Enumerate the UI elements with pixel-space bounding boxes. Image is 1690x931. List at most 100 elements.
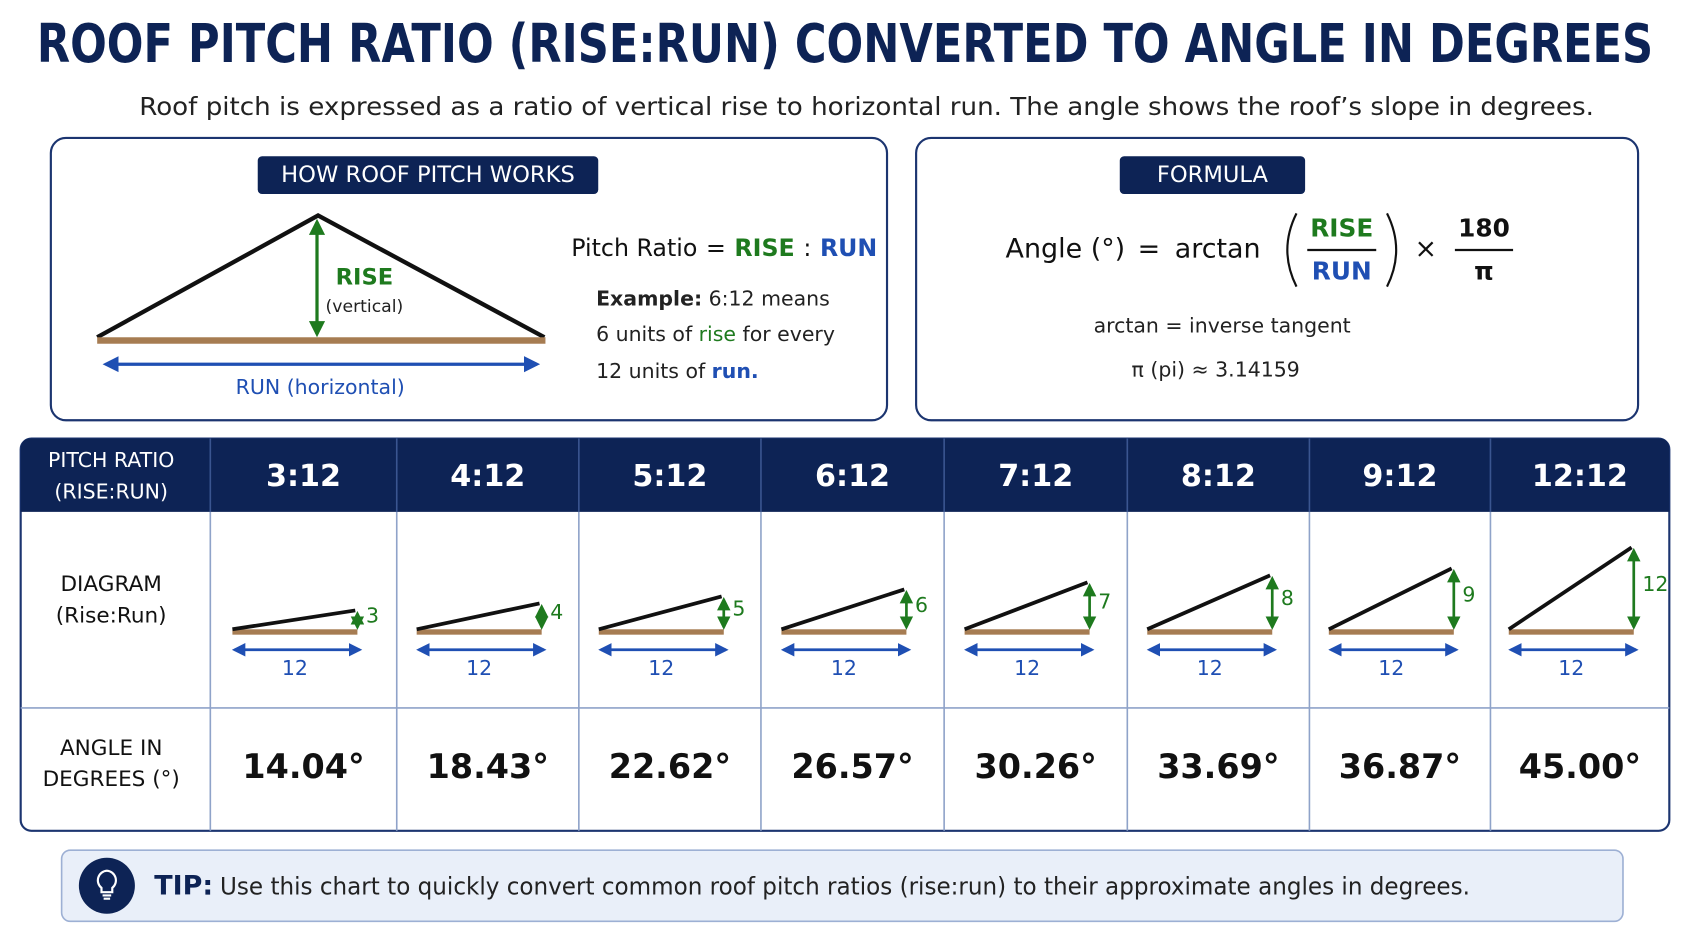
- badge-label: FORMULA: [1157, 162, 1269, 188]
- rise-note: (vertical): [326, 297, 404, 317]
- text: for every: [742, 322, 834, 346]
- table: PITCH RATIO (RISE:RUN) DIAGRAM (Rise:Run) AN…: [19, 437, 1671, 832]
- paren: [1386, 212, 1398, 288]
- beam: [1147, 629, 1273, 635]
- rise-label: 5: [732, 597, 745, 621]
- slope: [598, 594, 723, 632]
- denominator: RUN: [1312, 257, 1372, 286]
- run-label: 12: [648, 656, 674, 680]
- angle-value: 45.00°: [1519, 747, 1641, 786]
- run-label: RUN (horizontal): [236, 375, 405, 399]
- angle-value: 22.62°: [609, 747, 731, 786]
- slope: [780, 587, 905, 632]
- text: :: [803, 233, 811, 261]
- paren: [1286, 212, 1298, 288]
- bulb: [96, 869, 117, 900]
- slope: [1507, 545, 1633, 631]
- pitch-header: 3:12: [266, 459, 341, 494]
- run-label: 12: [1558, 656, 1584, 680]
- text: rise: [699, 322, 736, 346]
- beam: [416, 629, 542, 635]
- formula-lhs: Angle (°): [1006, 233, 1126, 264]
- beam: [964, 629, 1090, 635]
- formula-note: π (pi) ≈ 3.14159: [1132, 358, 1300, 382]
- beam: [598, 629, 724, 635]
- run-label: 12: [1197, 656, 1223, 680]
- pitch-header: 4:12: [450, 459, 525, 494]
- angle-value: 26.57°: [791, 747, 913, 786]
- subtitle: Roof pitch is expressed as a ratio of ve…: [139, 92, 1594, 121]
- roof: [96, 213, 546, 340]
- rise-label: 9: [1462, 583, 1475, 607]
- example-line: Example: 6:12 means: [596, 287, 830, 311]
- pitch-header: 8:12: [1181, 459, 1256, 494]
- row-header: ANGLE IN: [60, 736, 163, 761]
- tip-icon: [78, 857, 135, 914]
- title: ROOF PITCH RATIO (RISE:RUN) CONVERTED TO…: [37, 12, 1653, 75]
- table-header: [20, 438, 1670, 512]
- text: 12 units of: [596, 359, 706, 383]
- beam: [781, 629, 907, 635]
- rise-label: RISE: [336, 265, 394, 291]
- row-header: (Rise:Run): [56, 603, 167, 628]
- numerator: RISE: [1310, 214, 1373, 243]
- text: =: [706, 233, 726, 261]
- rise-label: 3: [366, 604, 379, 628]
- run-label: 12: [1014, 656, 1040, 680]
- angle-value: 18.43°: [427, 747, 549, 786]
- beam: [1508, 629, 1634, 635]
- rise-label: 4: [550, 600, 563, 624]
- beam: [232, 629, 358, 635]
- ratio-line: Pitch Ratio = RISE: RUN: [571, 233, 877, 261]
- run-label: 12: [466, 656, 492, 680]
- tip-text: Use this chart to quickly convert common…: [220, 872, 1470, 900]
- panel: [49, 136, 889, 422]
- text: Pitch Ratio: [571, 233, 697, 261]
- run-label: 12: [831, 656, 857, 680]
- rise-label: 7: [1098, 590, 1111, 614]
- text: run.: [712, 359, 759, 383]
- angle-value: 33.69°: [1157, 747, 1279, 786]
- rise-label: 12: [1642, 572, 1668, 596]
- pitch-header: 7:12: [998, 459, 1073, 494]
- formula-equals: =: [1138, 233, 1161, 264]
- pitch-header: 9:12: [1362, 459, 1437, 494]
- run-label: 12: [282, 656, 308, 680]
- example-line: 6 units of rise for every: [596, 322, 835, 346]
- text: Example:: [596, 287, 702, 311]
- rise-label: 8: [1281, 586, 1294, 610]
- badge: [1119, 156, 1306, 194]
- row-header: DEGREES (°): [43, 767, 180, 792]
- pitch-header: 5:12: [632, 459, 707, 494]
- badge-label: HOW ROOF PITCH WORKS: [281, 162, 575, 188]
- slope: [416, 601, 540, 632]
- text: RUN: [820, 233, 877, 261]
- factor-denominator: π: [1474, 257, 1494, 286]
- angle-value: 36.87°: [1339, 747, 1461, 786]
- angle-value: 30.26°: [975, 747, 1097, 786]
- run-label: 12: [1378, 656, 1404, 680]
- times: ×: [1415, 233, 1438, 264]
- example-line: 12 units of run.: [596, 359, 759, 383]
- slope: [1146, 573, 1271, 632]
- tip-label: TIP:: [154, 870, 213, 901]
- row-header: DIAGRAM: [60, 572, 161, 597]
- row-header: (RISE:RUN): [54, 479, 168, 503]
- slope: [1327, 566, 1453, 631]
- factor-numerator: 180: [1458, 214, 1510, 243]
- angle-value: 14.04°: [242, 747, 364, 786]
- beam: [97, 337, 546, 344]
- tip-box: [60, 849, 1624, 923]
- row-header: PITCH RATIO: [48, 448, 174, 472]
- panel: [915, 136, 1640, 422]
- text: 6 units of: [596, 322, 693, 346]
- beam: [1328, 629, 1454, 635]
- text: RISE: [734, 233, 794, 261]
- slope: [963, 580, 1089, 632]
- pitch-header: 6:12: [815, 459, 890, 494]
- rise-label: 6: [915, 593, 928, 617]
- text: 6:12 means: [709, 287, 830, 311]
- formula-note: arctan = inverse tangent: [1094, 313, 1351, 337]
- formula-function: arctan: [1175, 233, 1261, 264]
